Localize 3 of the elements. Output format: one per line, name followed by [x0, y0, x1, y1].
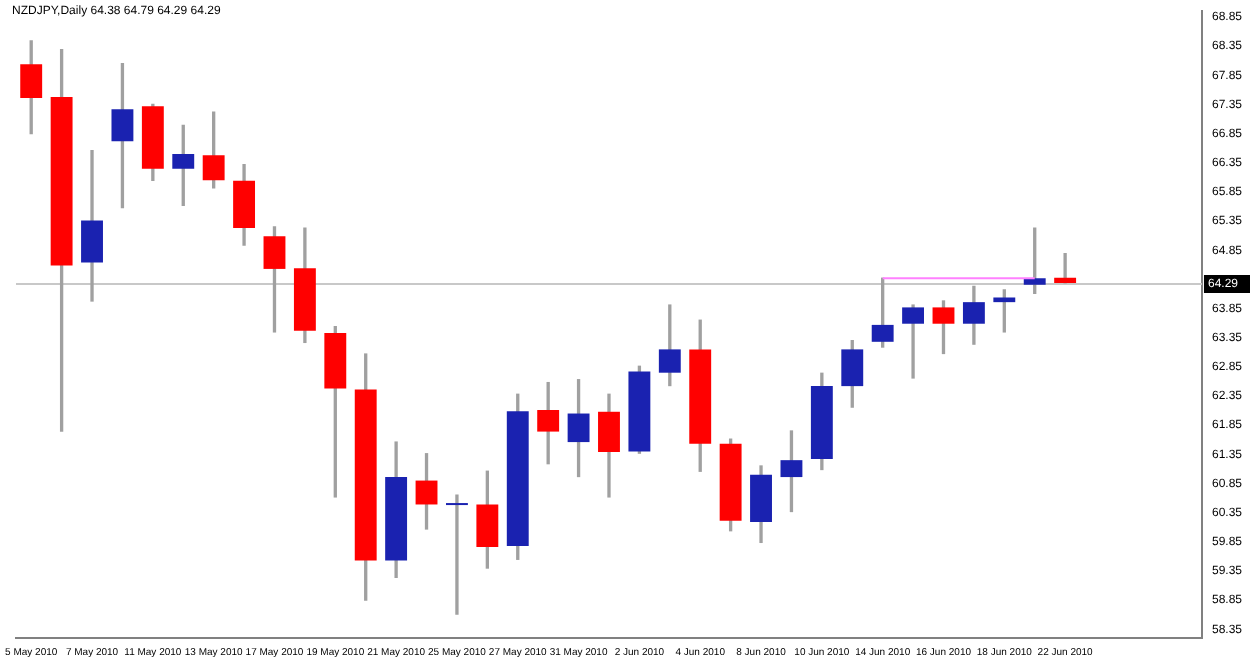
- candlestick: [1054, 253, 1077, 284]
- candlestick: [445, 494, 468, 615]
- candlestick: [902, 304, 925, 379]
